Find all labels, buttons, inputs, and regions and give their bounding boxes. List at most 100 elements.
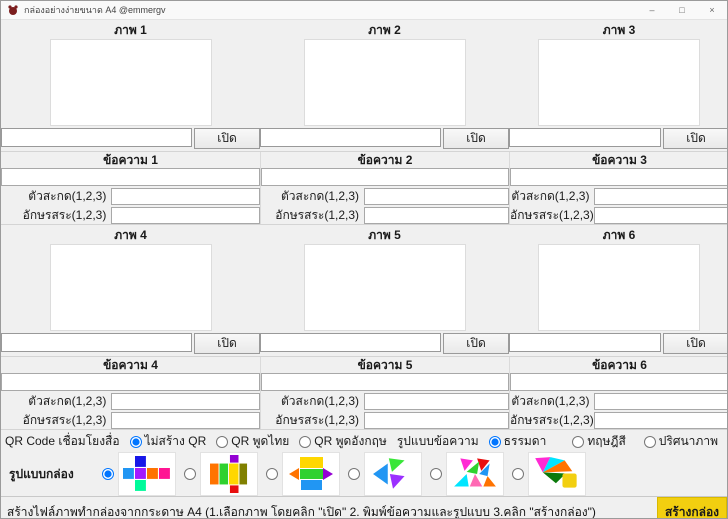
radio-option-qr-thai[interactable]: QR พูดไทย <box>216 432 289 451</box>
cube-cross-net-image <box>117 452 176 496</box>
radio-option-picture-puzzle[interactable]: ปริศนาภาพ <box>643 432 718 451</box>
window-title: กล่องอย่างง่ายขนาด A4 @emmergv <box>24 5 166 15</box>
vowel-input-1[interactable] <box>111 206 260 224</box>
open-button-6[interactable]: เปิด <box>663 333 727 354</box>
image-panel-2: ภาพ 2 เปิด <box>260 23 509 149</box>
image-preview-5 <box>303 244 466 331</box>
image-4-title: ภาพ 4 <box>114 228 147 242</box>
text-input-2[interactable] <box>261 168 509 186</box>
open-button-3[interactable]: เปิด <box>663 128 727 149</box>
status-instructions: สร้างไฟล์ภาพทำกล่องจากกระดาษ A4 (1.เลือก… <box>7 504 596 519</box>
normal-format-radio[interactable] <box>488 435 501 448</box>
text-input-5[interactable] <box>261 373 509 391</box>
vowel-input-2[interactable] <box>364 206 509 224</box>
text-2-title: ข้อความ 2 <box>357 153 413 167</box>
vowel-input-4[interactable] <box>111 411 260 429</box>
images-row-top: ภาพ 1 เปิด ภาพ 2 เปิด ภาพ 3 เปิด <box>1 20 727 149</box>
vowel-label-6: อักษรสระ(1,2,3) <box>510 412 594 427</box>
image-5-title: ภาพ 5 <box>368 228 401 242</box>
pattern-option-2[interactable] <box>183 452 258 496</box>
spelling-label-3: ตัวสะกด(1,2,3) <box>511 188 590 203</box>
pattern-option-1[interactable] <box>101 452 176 496</box>
image-path-input-3[interactable] <box>509 128 661 147</box>
picture-puzzle-radio[interactable] <box>643 435 656 448</box>
tetrahedron-net-radio[interactable] <box>347 468 360 480</box>
cube-cross-net-radio[interactable] <box>101 468 114 480</box>
cuboid-vertical-net-image <box>199 452 258 496</box>
window-controls: – □ × <box>637 1 727 19</box>
pattern-option-3[interactable] <box>265 452 340 496</box>
text-input-3[interactable] <box>510 168 727 186</box>
spelling-input-5[interactable] <box>364 392 509 410</box>
image-path-input-1[interactable] <box>1 128 192 147</box>
spelling-input-6[interactable] <box>594 392 727 410</box>
qr-english-radio[interactable] <box>299 435 312 448</box>
image-path-input-2[interactable] <box>260 128 441 147</box>
open-button-4[interactable]: เปิด <box>194 333 260 354</box>
radio-option-no-qr[interactable]: ไม่สร้าง QR <box>129 432 206 451</box>
image-path-input-4[interactable] <box>1 333 192 352</box>
spelling-label-2: ตัวสะกด(1,2,3) <box>280 188 360 203</box>
vowel-input-5[interactable] <box>364 411 509 429</box>
box-pattern-row: รูปแบบกล่อง <box>1 452 727 496</box>
image-panel-5: ภาพ 5 เปิด <box>260 228 509 354</box>
pattern-option-4[interactable] <box>347 452 422 496</box>
text-input-1[interactable] <box>1 168 260 186</box>
text-panel-2: ข้อความ 2 ตัวสะกด(1,2,3) อักษรสระ(1,2,3) <box>260 152 509 224</box>
texts-row-bottom: ข้อความ 4 ตัวสะกด(1,2,3) อักษรสระ(1,2,3)… <box>1 356 727 430</box>
pattern-option-6[interactable] <box>511 452 586 496</box>
vowel-label-4: อักษรสระ(1,2,3) <box>22 412 107 427</box>
text-panel-1: ข้อความ 1 ตัวสะกด(1,2,3) อักษรสระ(1,2,3) <box>1 152 260 224</box>
text-input-6[interactable] <box>510 373 727 391</box>
vowel-label-3: อักษรสระ(1,2,3) <box>510 207 594 222</box>
radio-option-normal[interactable]: ธรรมดา <box>488 432 546 451</box>
octahedron-net-radio[interactable] <box>429 468 442 480</box>
text-input-4[interactable] <box>1 373 260 391</box>
text-4-title: ข้อความ 4 <box>103 358 158 372</box>
color-theory-radio[interactable] <box>572 435 585 448</box>
image-preview-1 <box>49 39 212 126</box>
cone-net-radio[interactable] <box>511 468 524 480</box>
text-format-label: รูปแบบข้อความ <box>396 434 479 448</box>
vowel-input-3[interactable] <box>594 206 727 224</box>
image-preview-6 <box>538 244 700 331</box>
octahedron-net-image <box>445 452 504 496</box>
cone-net-image <box>527 452 586 496</box>
spelling-input-2[interactable] <box>364 187 509 205</box>
image-6-title: ภาพ 6 <box>602 228 636 242</box>
vowel-label-2: อักษรสระ(1,2,3) <box>275 207 360 222</box>
image-path-input-5[interactable] <box>260 333 441 352</box>
open-button-5[interactable]: เปิด <box>443 333 509 354</box>
open-button-1[interactable]: เปิด <box>194 128 260 149</box>
image-panel-4: ภาพ 4 เปิด <box>1 228 260 354</box>
cuboid-vertical-net-radio[interactable] <box>183 468 196 480</box>
radio-option-color-theory[interactable]: ทฤษฎีสี <box>572 432 626 451</box>
spelling-input-4[interactable] <box>111 392 260 410</box>
qr-options-row: QR Code เชื่อมโยงสื่อ ไม่สร้าง QR QR พูด… <box>1 432 727 451</box>
minimize-icon[interactable]: – <box>649 5 655 15</box>
vowel-label-1: อักษรสระ(1,2,3) <box>22 207 107 222</box>
cuboid-wide-net-image <box>281 452 340 496</box>
spelling-label-1: ตัวสะกด(1,2,3) <box>28 188 107 203</box>
image-panel-6: ภาพ 6 เปิด <box>509 228 727 354</box>
images-row-bottom: ภาพ 4 เปิด ภาพ 5 เปิด ภาพ 6 เปิด <box>1 225 727 354</box>
image-preview-4 <box>49 244 212 331</box>
image-path-input-6[interactable] <box>509 333 661 352</box>
qr-thai-radio[interactable] <box>216 435 229 448</box>
no-qr-radio[interactable] <box>129 435 142 448</box>
create-box-button[interactable]: สร้างกล่อง <box>657 497 727 518</box>
vowel-label-5: อักษรสระ(1,2,3) <box>275 412 360 427</box>
cuboid-wide-net-radio[interactable] <box>265 468 278 480</box>
close-icon[interactable]: × <box>709 5 715 15</box>
text-3-title: ข้อความ 3 <box>592 153 647 167</box>
spelling-input-3[interactable] <box>594 187 727 205</box>
maximize-icon[interactable]: □ <box>679 5 685 15</box>
text-5-title: ข้อความ 5 <box>357 358 413 372</box>
pattern-option-5[interactable] <box>429 452 504 496</box>
tetrahedron-net-image <box>363 452 422 496</box>
radio-option-qr-english[interactable]: QR พูดอังกฤษ <box>299 432 387 451</box>
vowel-input-6[interactable] <box>594 411 727 429</box>
open-button-2[interactable]: เปิด <box>443 128 509 149</box>
spelling-input-1[interactable] <box>111 187 260 205</box>
